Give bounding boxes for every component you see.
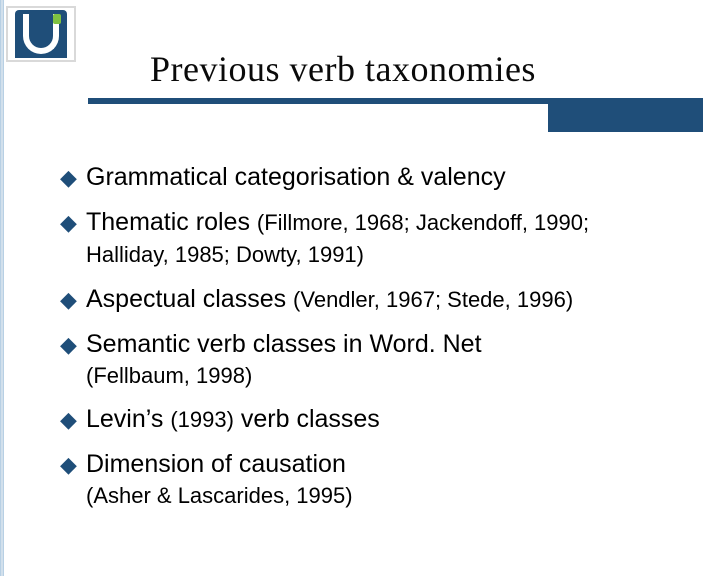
bullet-text: Semantic verb classes in Word. Net [86,330,482,358]
bullet-text: Grammatical categorisation & valency [86,163,506,191]
bullet-icon: ◆ [60,331,86,359]
list-item: ◆Levin’s (1993) verb classes [60,404,670,435]
bullet-tail: verb classes [234,405,380,433]
citation-sub: (Asher & Lascarides, 1995) [86,482,670,510]
slide-title: Previous verb taxonomies [150,48,536,90]
bullet-icon: ◆ [60,286,86,314]
bullet-text: Levin’s [86,405,170,433]
bullet-list: ◆Grammatical categorisation & valency ◆T… [60,162,670,524]
left-decorative-stripe [0,0,4,576]
title-accent-box [548,98,703,132]
list-item: ◆Dimension of causation (Asher & Lascari… [60,449,670,510]
bullet-icon: ◆ [60,164,86,192]
list-item: ◆Semantic verb classes in Word. Net (Fel… [60,329,670,390]
citation-sub: (Fellbaum, 1998) [86,362,670,390]
list-item: ◆Thematic roles (Fillmore, 1968; Jackend… [60,207,670,270]
logo-icon [15,10,67,58]
bullet-icon: ◆ [60,209,86,237]
bullet-text: Dimension of causation [86,450,346,478]
bullet-text: Thematic roles [86,208,257,236]
bullet-text: Aspectual classes [86,285,293,313]
title-underline [88,98,603,104]
bullet-icon: ◆ [60,451,86,479]
bullet-icon: ◆ [60,406,86,434]
citation: (1993) [170,407,234,432]
citation: (Vendler, 1967; Stede, 1996) [293,287,573,312]
logo-container [6,6,76,62]
list-item: ◆Grammatical categorisation & valency [60,162,670,193]
list-item: ◆Aspectual classes (Vendler, 1967; Stede… [60,284,670,315]
